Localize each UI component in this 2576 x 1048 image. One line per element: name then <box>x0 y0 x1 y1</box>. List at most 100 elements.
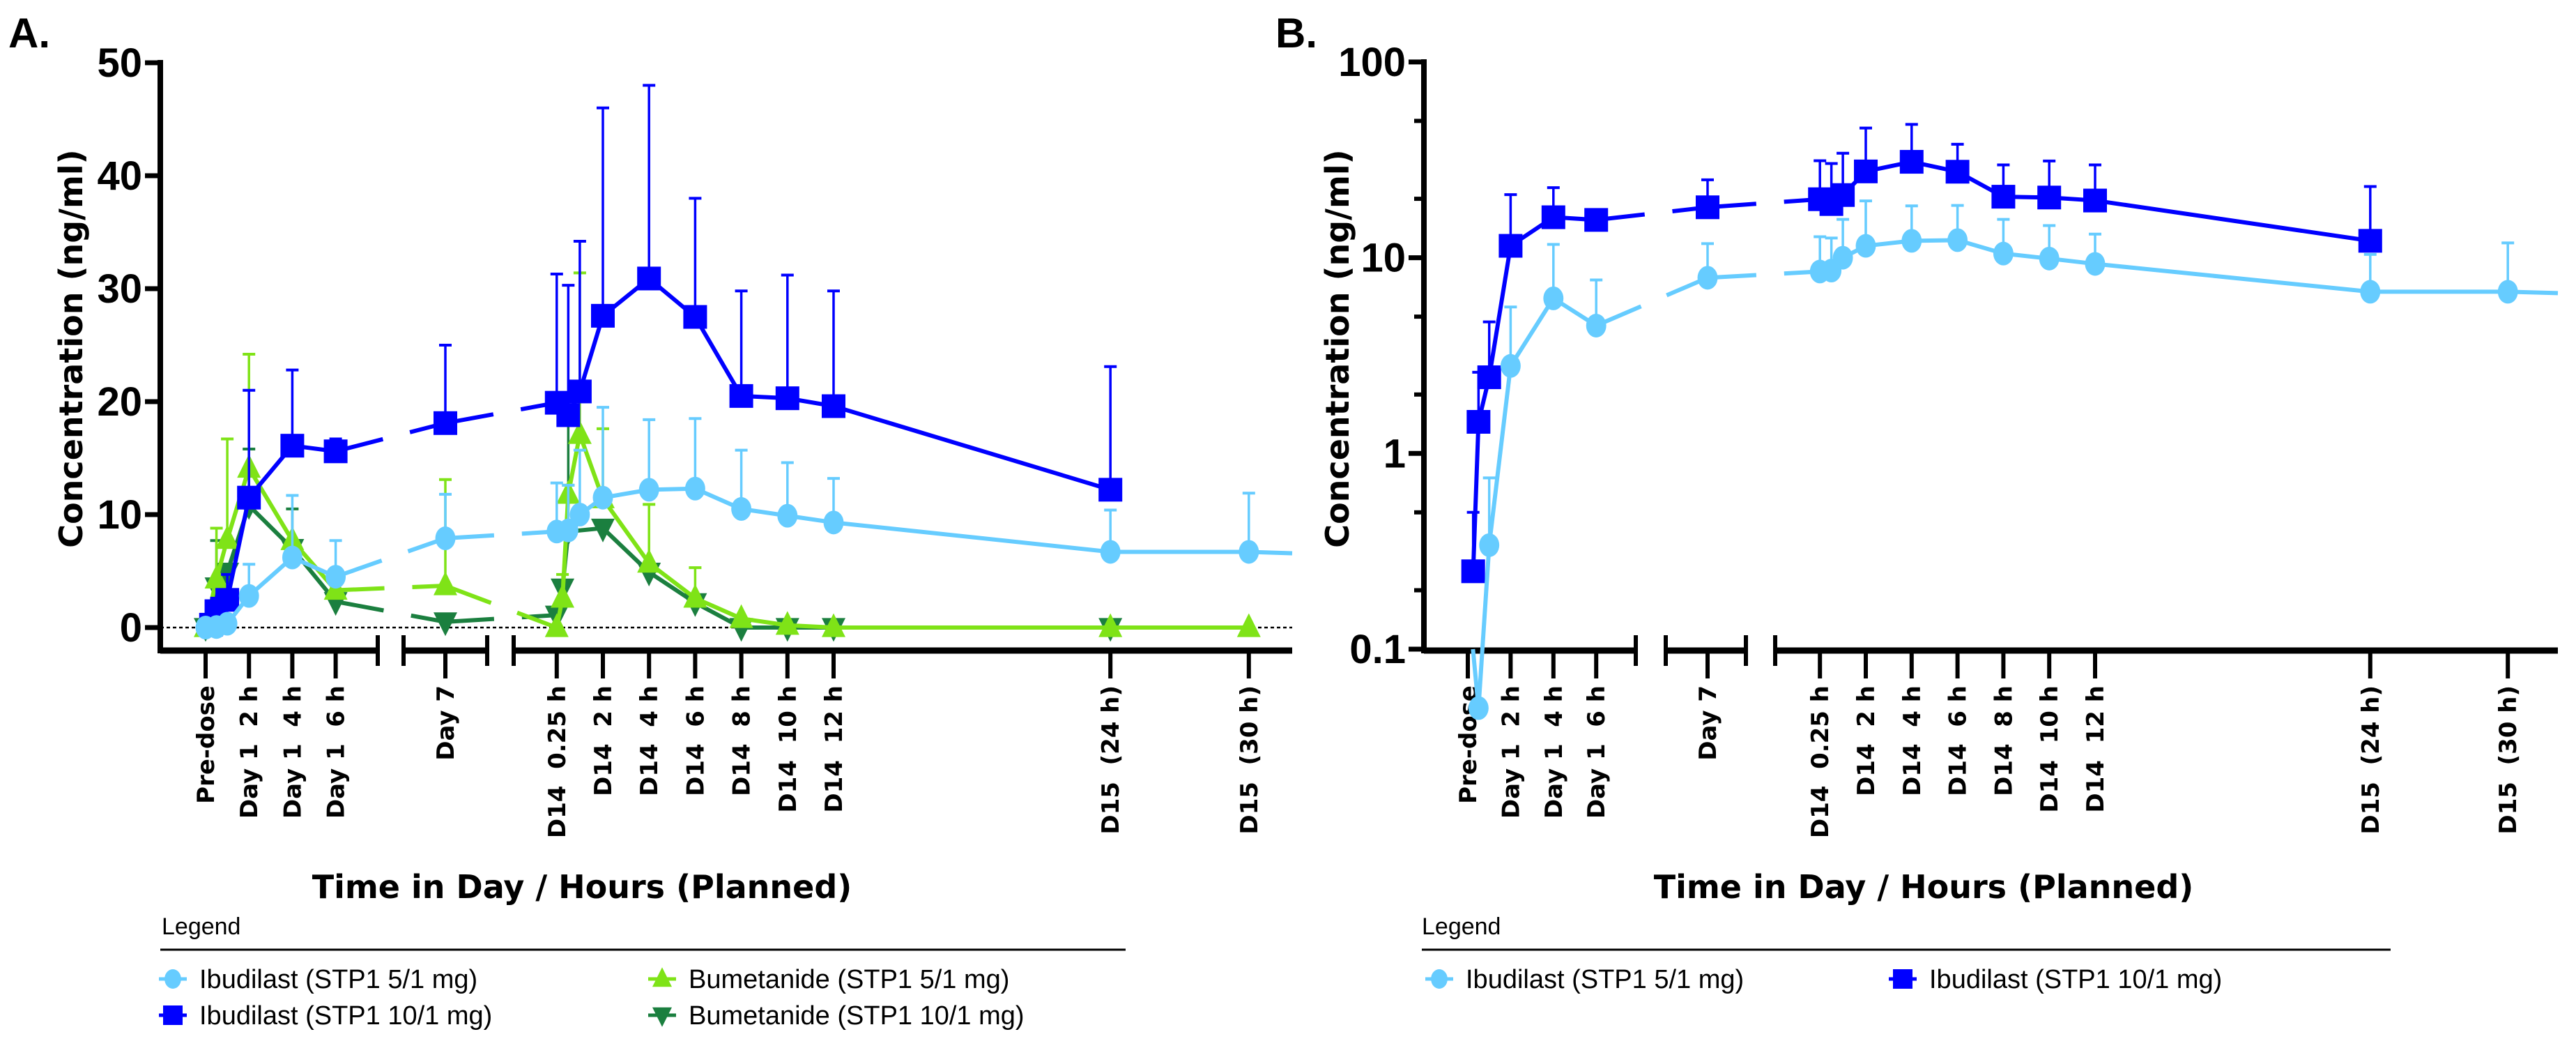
series-ibudilast-stp1-10-1-mg- <box>1461 123 2382 584</box>
x-tick-label: D15 (24 h) <box>1097 685 1125 835</box>
x-tick-label: Day 7 <box>1694 685 1722 761</box>
circle-marker <box>1468 696 1489 720</box>
circle-marker <box>1832 245 1853 270</box>
circle-marker <box>1239 540 1259 564</box>
series-line-segment <box>833 404 1112 492</box>
square-marker <box>1899 150 1924 174</box>
x-tick-label: Day 1 4 h <box>1540 685 1568 819</box>
x-tick-label: D15 (24 h) <box>2357 685 2385 835</box>
triangle-up-marker <box>551 584 575 608</box>
dashed-connector-line <box>444 584 558 630</box>
y-tick-label: 10 <box>97 492 142 538</box>
dashed-connector-line <box>445 529 557 541</box>
square-marker <box>163 1005 183 1025</box>
legend-item: Ibudilast (STP1 5/1 mg) <box>1425 965 1744 994</box>
square-marker <box>1831 183 1855 207</box>
x-tick-label: D14 10 h <box>774 685 802 813</box>
panel-a-label: A. <box>8 10 50 56</box>
triangle-up-marker <box>215 525 240 549</box>
circle-marker <box>2039 246 2060 271</box>
x-tick-label: D14 2 h <box>590 685 618 796</box>
dashed-connector-line <box>335 584 446 593</box>
series-line-segment <box>693 315 744 397</box>
legend-label: Ibudilast (STP1 10/1 mg) <box>199 1001 492 1031</box>
square-marker <box>556 403 581 427</box>
square-marker <box>1945 160 1970 184</box>
series-line-segment <box>1487 245 1513 378</box>
x-tick-label: D15 (30 h) <box>1236 685 1264 835</box>
x-tick-label: D14 6 h <box>682 685 710 796</box>
legend-item: Ibudilast (STP1 10/1 mg) <box>1889 965 2222 994</box>
square-marker <box>215 588 240 612</box>
circle-marker <box>1947 228 1968 252</box>
circle-marker <box>217 612 238 636</box>
circle-marker <box>435 526 456 551</box>
panel-b-legend-title: Legend <box>1422 913 1501 940</box>
triangle-up-marker <box>637 549 661 573</box>
circle-marker <box>684 476 705 501</box>
square-marker <box>637 266 661 291</box>
series-line-segment <box>787 623 834 630</box>
x-tick-label: D14 0.25 h <box>1807 685 1834 838</box>
dashed-connector-line <box>445 613 557 624</box>
square-marker <box>567 379 592 404</box>
series-line-segment <box>247 467 294 542</box>
triangle-up-marker <box>729 604 753 628</box>
legend-item: Bumetanide (STP1 5/1 mg) <box>648 965 1009 994</box>
dashed-connector-line <box>335 420 446 454</box>
triangle-up-marker <box>434 571 457 595</box>
circle-marker <box>2497 280 2518 304</box>
series-line-segment <box>1476 545 1492 708</box>
dashed-connector-line <box>445 400 558 425</box>
circle-marker <box>1586 313 1607 337</box>
dashed-connector-line <box>1595 205 1708 222</box>
series-line-segment <box>741 616 788 628</box>
x-tick-label: D14 6 h <box>1945 685 1972 796</box>
circle-marker <box>1479 533 1500 557</box>
circle-marker <box>1901 229 1922 253</box>
panel-a-plot: 0 10 20 30 40 50 Pre-dose Day 1 2 h Day 1 4 h Day… <box>97 40 1293 838</box>
circle-marker <box>1855 234 1876 258</box>
circle-marker <box>282 545 302 570</box>
x-tick-label: Pre-dose <box>192 685 220 804</box>
panel-a-y-axis-title: Concentration (ng/ml) <box>52 149 90 547</box>
circle-marker <box>1993 241 2014 266</box>
circle-marker <box>558 518 578 542</box>
dashed-connector-line <box>335 599 446 624</box>
legend-label: Ibudilast (STP1 5/1 mg) <box>199 965 477 994</box>
x-tick-label: D14 4 h <box>636 685 664 796</box>
x-tick-label: D14 10 h <box>2036 685 2064 813</box>
dashed-connector-line <box>335 536 446 579</box>
circle-marker <box>569 503 590 526</box>
square-marker <box>729 383 753 408</box>
circle-marker <box>2360 280 2381 304</box>
series-line-segment <box>1487 365 1513 546</box>
triangle-up-marker <box>567 420 592 444</box>
square-marker <box>1854 159 1878 183</box>
triangle-up-marker <box>1098 613 1123 637</box>
y-tick-label: 50 <box>97 40 142 86</box>
x-tick-label: D14 0.25 h <box>544 685 572 838</box>
series-ibudilast-stp1-5-1-mg- <box>1468 199 2559 720</box>
x-tick-label: Day 1 6 h <box>1583 685 1611 819</box>
panel-b-label: B. <box>1275 10 1317 56</box>
square-marker <box>591 303 615 328</box>
square-marker <box>683 305 707 329</box>
square-marker <box>1466 410 1491 434</box>
circle-marker <box>238 584 259 608</box>
square-marker <box>434 411 457 435</box>
x-tick-label: D15 (30 h) <box>2494 685 2522 835</box>
series-line-segment <box>2094 261 2371 294</box>
square-marker <box>2358 229 2382 253</box>
circle-marker <box>164 969 181 989</box>
y-tick-label: 0.1 <box>1349 627 1406 672</box>
x-tick-label: Day 1 6 h <box>323 685 351 819</box>
x-tick-label: Day 1 4 h <box>279 685 307 819</box>
circle-marker <box>1697 266 1718 290</box>
legend-item: Bumetanide (STP1 10/1 mg) <box>648 1001 1025 1031</box>
square-marker <box>1584 208 1609 232</box>
panel-b-x-axis-title: Time in Day / Hours (Planned) <box>1654 868 2194 906</box>
x-tick-label: D14 12 h <box>2082 685 2110 813</box>
